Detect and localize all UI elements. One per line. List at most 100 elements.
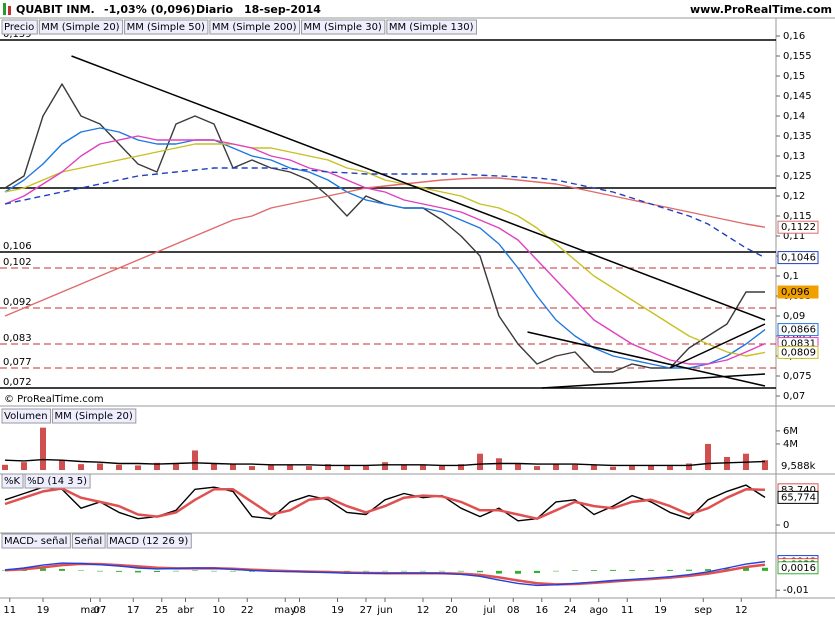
legend-box [71, 533, 106, 549]
x-tick-label: 25 [155, 605, 168, 616]
x-tick-label: 12 [417, 605, 430, 616]
price-tag-label: 0,1122 [781, 222, 816, 233]
trendline [71, 55, 766, 321]
y-tick-label: 0,1 [783, 271, 799, 282]
y-tick-label: 0,145 [783, 91, 812, 102]
legend-label: Señal [74, 536, 102, 547]
price-tag-label: 83,740 [781, 485, 816, 496]
bar [762, 460, 768, 470]
y-tick-label: 0,12 [783, 191, 805, 202]
price-tag-label: 0,1046 [781, 253, 816, 264]
price-tag [777, 220, 819, 234]
bar [648, 570, 654, 571]
legend-box [1, 533, 71, 549]
bar [363, 570, 369, 572]
bar [572, 464, 578, 470]
y-tick-label: 0,09 [783, 311, 805, 322]
bar [439, 570, 445, 572]
y-tick-label: 0 [783, 520, 789, 531]
legend-label: Precio [4, 22, 34, 33]
x-tick-label: 11 [3, 605, 16, 616]
x-tick-label: 20 [445, 605, 458, 616]
header-period: Diario [196, 3, 234, 16]
bar [458, 464, 464, 470]
price-tag-label: 0,0016 [781, 563, 816, 574]
bar [743, 567, 749, 571]
y-tick-label: 0,15 [783, 71, 805, 82]
bar [21, 462, 27, 470]
series-line [4, 135, 766, 365]
bar [420, 570, 426, 572]
bar [439, 466, 445, 470]
level-label: 0,102 [3, 257, 32, 268]
legend-box [1, 19, 38, 35]
x-tick-label: 11 [621, 605, 634, 616]
bar [629, 466, 635, 470]
x-tick-label: 17 [127, 605, 140, 616]
bar [173, 464, 179, 470]
series-line [4, 167, 766, 259]
level-label: 0,083 [3, 333, 32, 344]
price-tag [777, 345, 819, 359]
y-tick-label: 0,11 [783, 231, 805, 242]
bar [135, 465, 141, 470]
x-tick-label: 19 [331, 605, 344, 616]
legend-box [301, 19, 386, 35]
legend-label: MACD- señal [4, 536, 67, 547]
bar [306, 466, 312, 470]
bar [40, 568, 46, 571]
bar [2, 570, 8, 571]
bar [154, 462, 160, 470]
y-tick-label: 0,13 [783, 151, 805, 162]
bar [553, 464, 559, 470]
bar [477, 570, 483, 573]
legend-box [106, 533, 192, 549]
annotation: 9,588k [781, 461, 816, 472]
bar [382, 462, 388, 470]
x-tick-label: may [274, 605, 296, 616]
bar [344, 465, 350, 470]
bar [515, 570, 521, 574]
trendline [669, 323, 766, 369]
bar [477, 453, 483, 470]
x-tick-label: sep [694, 605, 712, 616]
bar [116, 464, 122, 470]
bar [686, 569, 692, 571]
legend-box [38, 19, 124, 35]
bar [59, 460, 65, 470]
y-tick-label: 0,07 [783, 391, 805, 402]
y-tick-label: 0,135 [783, 131, 812, 142]
bar [173, 570, 179, 572]
copyright: © ProRealTime.com [4, 394, 104, 405]
legend-label: Volumen [4, 411, 48, 422]
y-tick-label: 6M [783, 426, 798, 437]
x-tick-label: abr [177, 605, 194, 616]
legend-label: MM (Simple 30) [304, 22, 382, 33]
bar [97, 463, 103, 470]
bar [2, 464, 8, 470]
y-tick-label: 0,155 [783, 51, 812, 62]
bar [268, 465, 274, 470]
level-label: 0,072 [3, 377, 32, 388]
x-tick-label: 12 [735, 605, 748, 616]
legend-label: MM (Simple 50) [127, 22, 205, 33]
price-tag [777, 285, 819, 299]
bar [249, 466, 255, 470]
bar [648, 465, 654, 470]
bar [230, 570, 236, 572]
bar [686, 463, 692, 470]
bar [249, 570, 255, 572]
x-tick-label: 19 [37, 605, 50, 616]
bar [78, 570, 84, 571]
bar [515, 463, 521, 470]
legend-box [1, 408, 52, 424]
price-tag-label: 0,0809 [781, 347, 816, 358]
legend-label: %K [4, 476, 21, 487]
bar [401, 570, 407, 572]
x-tick-label: ago [589, 605, 608, 616]
bar [496, 570, 502, 574]
legend-label: %D (14 3 5) [27, 476, 87, 487]
logo-icon [3, 3, 6, 15]
bar [135, 570, 141, 573]
